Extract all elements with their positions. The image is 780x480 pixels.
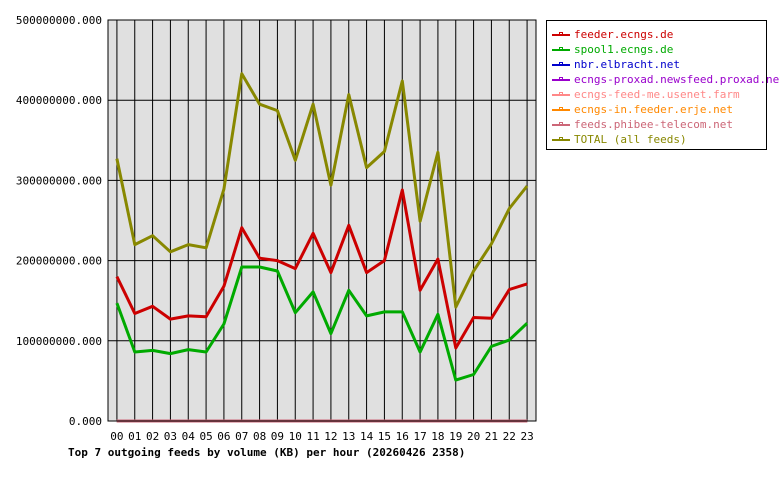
y-tick-label: 100000000.000: [16, 335, 102, 348]
x-tick-label: 11: [306, 430, 319, 443]
x-tick-label: 02: [146, 430, 159, 443]
x-tick-label: 23: [520, 430, 533, 443]
legend-item: feeder.ecngs.de: [547, 27, 766, 42]
x-tick-label: 09: [271, 430, 284, 443]
x-tick-label: 22: [503, 430, 516, 443]
x-axis-ticks: 00 01 02 03 04 05 06 07 08 09 10 11 12 13 14 15 16 17 18 19…: [110, 430, 533, 443]
legend-item: TOTAL (all feeds): [547, 132, 766, 147]
legend-label: feeder.ecngs.de: [574, 28, 674, 41]
legend-label: ecngs-in.feeder.erje.net: [574, 103, 733, 116]
legend-label: nbr.elbracht.net: [574, 58, 680, 71]
y-tick-label: 0.000: [69, 415, 102, 428]
x-tick-label: 10: [289, 430, 302, 443]
legend-item: feeds.phibee-telecom.net: [547, 117, 766, 132]
x-tick-label: 07: [235, 430, 248, 443]
legend-swatch: [552, 62, 570, 66]
y-tick-label: 500000000.000: [16, 14, 102, 27]
grid: [108, 19, 536, 422]
y-tick-label: 400000000.000: [16, 94, 102, 107]
legend-label: TOTAL (all feeds): [574, 133, 687, 146]
plot-border: [107, 19, 537, 422]
x-tick-label: 12: [324, 430, 337, 443]
x-tick-label: 03: [164, 430, 177, 443]
x-tick-label: 13: [342, 430, 355, 443]
legend-label: feeds.phibee-telecom.net: [574, 118, 733, 131]
x-tick-label: 00: [110, 430, 123, 443]
legend-swatch: [552, 77, 570, 81]
legend-swatch: [552, 107, 570, 111]
x-tick-label: 20: [467, 430, 480, 443]
y-tick-label: 300000000.000: [16, 174, 102, 187]
legend-swatch: [552, 32, 570, 36]
legend-label: ecngs-proxad.newsfeed.proxad.net: [574, 73, 780, 86]
chart-title: Top 7 outgoing feeds by volume (KB) per …: [68, 446, 465, 459]
legend-item: ecngs-feed-me.usenet.farm: [547, 87, 766, 102]
x-tick-label: 04: [182, 430, 196, 443]
legend: feeder.ecngs.de spool1.ecngs.de nbr.elbrac…: [546, 20, 780, 150]
legend-label: spool1.ecngs.de: [574, 43, 674, 56]
legend-swatch: [552, 122, 570, 126]
x-tick-label: 14: [360, 430, 374, 443]
legend-item: ecngs-in.feeder.erje.net: [547, 102, 766, 117]
x-tick-label: 01: [128, 430, 141, 443]
x-tick-label: 08: [253, 430, 266, 443]
y-axis-ticks: 0.000 100000000.000 200000000.000 300000000…: [16, 14, 102, 428]
x-tick-label: 21: [485, 430, 498, 443]
legend-label: ecngs-feed-me.usenet.farm: [574, 88, 740, 101]
x-tick-label: 17: [413, 430, 426, 443]
plot-background: [108, 20, 536, 421]
legend-item: spool1.ecngs.de: [547, 42, 766, 57]
x-tick-label: 18: [431, 430, 444, 443]
legend-swatch: [552, 137, 570, 141]
legend-item: ecngs-proxad.newsfeed.proxad.net: [547, 72, 780, 87]
x-tick-label: 15: [378, 430, 391, 443]
legend-swatch: [552, 47, 570, 51]
legend-swatch: [552, 92, 570, 96]
x-tick-label: 06: [217, 430, 230, 443]
x-tick-label: 16: [396, 430, 409, 443]
x-tick-label: 19: [449, 430, 462, 443]
series-line: [115, 188, 528, 350]
legend-item: nbr.elbracht.net: [547, 57, 766, 72]
x-tick-label: 05: [199, 430, 212, 443]
y-tick-label: 200000000.000: [16, 255, 102, 268]
series-line: [115, 72, 529, 309]
series-line: [115, 265, 529, 382]
